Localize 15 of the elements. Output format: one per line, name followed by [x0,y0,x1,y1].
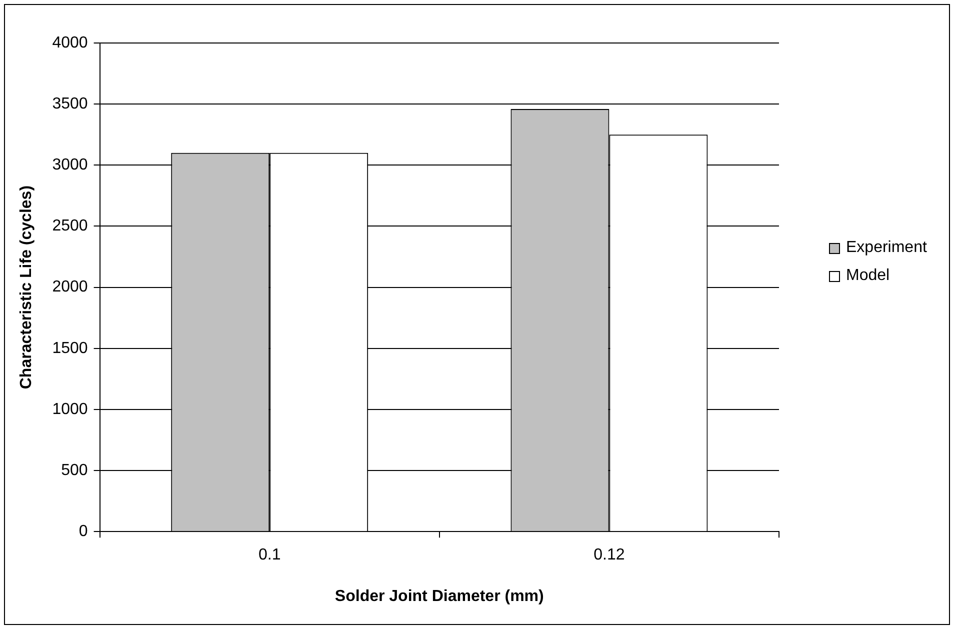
y-tick-label: 2500 [52,218,88,235]
text: Model [846,267,890,285]
y-tick-label: 3500 [52,95,88,112]
y-tick-label: 3000 [52,156,88,174]
legend-label: Experiment [846,239,927,257]
x-tick-label: 0.1 [258,546,281,564]
y-axis-title: Characteristic Life (cycles) [18,185,36,390]
y-tick-label: 2000 [52,278,88,296]
y-tick-label: 500 [61,462,88,479]
x-axis-title: Solder Joint Diameter (mm) [334,588,544,605]
y-tick-label: 1500 [52,340,88,357]
y-tick-label: 0 [78,523,88,540]
y-tick-label: 4000 [52,34,88,52]
x-tick-label: 0.12 [594,546,625,564]
y-tick-label: 1000 [52,400,88,418]
